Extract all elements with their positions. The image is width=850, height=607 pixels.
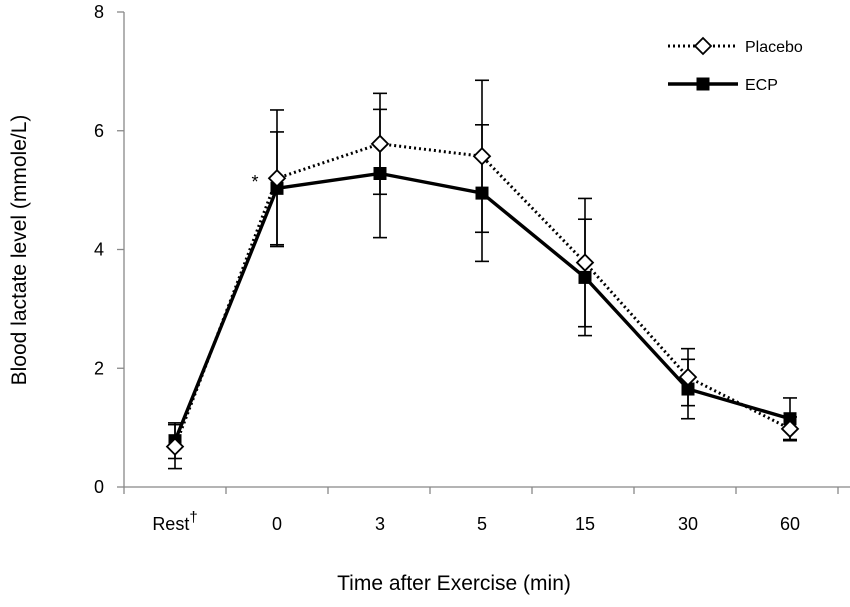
marker-placebo	[575, 253, 595, 272]
x-tick-label: 5	[477, 514, 487, 534]
x-tick-label-suffix: †	[189, 509, 197, 526]
marker-ecp	[578, 270, 592, 284]
x-tick-label: Rest†	[152, 509, 197, 534]
legend-label: ECP	[745, 77, 778, 94]
marker-placebo	[472, 147, 492, 166]
y-tick-label: 6	[94, 121, 104, 141]
legend-label: Placebo	[745, 39, 803, 56]
x-axis-title: Time after Exercise (min)	[337, 572, 571, 595]
legend: Placebo ECP	[668, 36, 803, 94]
x-tick-label: 30	[678, 514, 698, 534]
series-markers	[165, 134, 800, 456]
significance-annotation: *	[251, 172, 258, 192]
marker-ecp	[681, 382, 695, 396]
marker-ecp	[783, 412, 797, 426]
y-tick-label: 0	[94, 477, 104, 497]
marker-ecp	[270, 181, 284, 195]
marker-ecp	[373, 167, 387, 180]
y-tick-label: 4	[94, 240, 104, 260]
y-tick-label: 2	[94, 358, 104, 378]
x-tick-label: 3	[375, 514, 385, 534]
marker-placebo	[267, 168, 287, 188]
x-ticks: Rest† 0 3 5 15 30 60	[123, 487, 839, 534]
x-tick-label: 15	[575, 514, 595, 534]
y-axis-title: Blood lactate level (mmole/L)	[8, 115, 31, 386]
axes	[123, 12, 850, 488]
y-ticks: 0 2 4 6 8	[94, 2, 124, 497]
x-tick-label: 0	[272, 514, 282, 534]
marker-placebo	[370, 134, 390, 154]
y-tick-label: 8	[94, 2, 104, 22]
legend-marker-placebo	[693, 36, 713, 56]
marker-placebo	[165, 437, 185, 456]
annotations: *	[251, 172, 258, 192]
x-tick-label: 60	[780, 514, 800, 534]
error-bars	[168, 79, 797, 470]
marker-placebo	[780, 419, 800, 439]
legend-marker-ecp	[696, 77, 710, 91]
marker-placebo	[678, 367, 698, 387]
marker-ecp	[475, 186, 489, 200]
